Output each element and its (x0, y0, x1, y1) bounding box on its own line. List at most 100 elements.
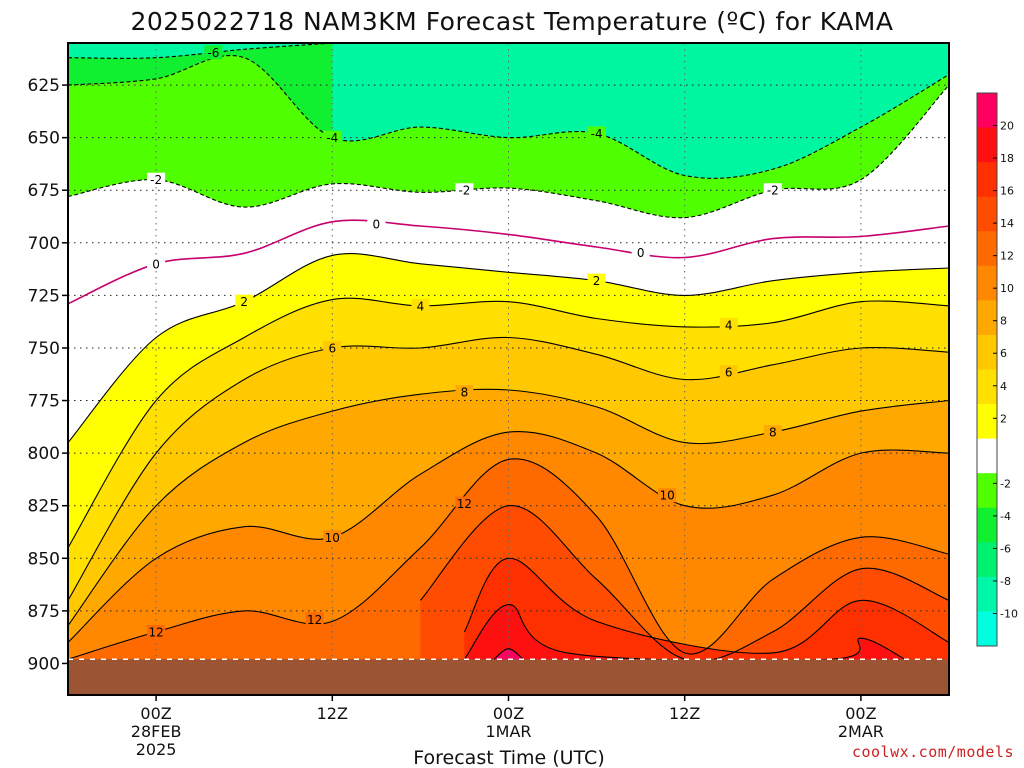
colorbar-tick-label: 8 (1000, 315, 1007, 328)
contour-line--6 (68, 43, 333, 59)
y-tick-label: 875 (28, 602, 60, 622)
colorbar-tick-label: 6 (1000, 347, 1007, 360)
colorbar-tick-label: -10 (1000, 607, 1018, 620)
colorbar-swatch (977, 300, 997, 336)
contour-label: -6 (207, 46, 219, 60)
colorbar-swatch (977, 196, 997, 232)
surface-fill (68, 659, 949, 695)
x-tick-label: 00Z (845, 704, 876, 723)
chart-title: 2025022718 NAM3KM Forecast Temperature (… (131, 7, 894, 36)
plot-area: -6 -4 -4 -2 -2 -2 0 0 0 2 2 4 4 6 6 8 8 12 10 12 12 10 (67, 42, 950, 696)
contour-label: 6 (328, 341, 336, 355)
contour-label-bg (147, 624, 166, 639)
contour-line-20 (493, 648, 524, 660)
y-tick-label: 750 (28, 339, 60, 359)
y-tick-label: 850 (28, 549, 60, 569)
x-axis-label: Forecast Time (UTC) (413, 747, 604, 768)
contour-label: 0 (637, 246, 645, 260)
grid-layer (68, 43, 949, 695)
contour-label-bg (719, 365, 738, 380)
contour-label: 6 (725, 366, 733, 380)
contour-label-bg (411, 298, 430, 313)
colorbar-tick-label: -4 (1000, 510, 1011, 523)
colorbar-swatch (977, 162, 997, 198)
x-tick-label: 12Z (317, 704, 348, 723)
contour-label: 2 (593, 274, 601, 288)
contour-line-2 (68, 253, 949, 443)
contour-label: 0 (373, 217, 381, 231)
contour-label-bg (587, 273, 606, 288)
colorbar-tick-label: 20 (1000, 120, 1014, 133)
credit-text: coolwx.com/models (852, 743, 1014, 761)
colorbar-tick-label: 10 (1000, 282, 1014, 295)
contour-label-bg (367, 216, 386, 231)
contour-label-bg (455, 183, 474, 198)
contour-label-bg (719, 317, 738, 332)
colorbar-tick-label: 12 (1000, 250, 1014, 263)
colorbar-tick-label: -2 (1000, 477, 1011, 490)
contour-label-bg (147, 256, 166, 271)
contour-label: -4 (326, 131, 338, 145)
contour-label: 4 (725, 318, 733, 332)
y-tick-label: 825 (28, 497, 60, 517)
contour-label: 8 (461, 386, 469, 400)
colorbar-tick-label: 18 (1000, 152, 1014, 165)
contour-label-bg (305, 612, 324, 627)
colorbar-tick-label: -8 (1000, 575, 1011, 588)
contour-line-10 (68, 430, 949, 643)
contour-label: 12 (457, 497, 472, 511)
contour-label-bg (323, 340, 342, 355)
x-tick-label: 2MAR (838, 722, 884, 741)
colorbar-swatch (977, 127, 997, 163)
contour-label: -2 (150, 173, 162, 187)
contour-label-bg (323, 530, 342, 545)
surface-layer (68, 658, 949, 695)
contour-label: 4 (417, 299, 425, 313)
y-tick-label: 625 (28, 76, 60, 96)
contour-label: 0 (152, 257, 160, 271)
contour-label-bg (204, 45, 223, 60)
contour-label: 12 (307, 613, 322, 627)
contour-label-bg (631, 245, 650, 260)
x-tick-label: 2025 (136, 740, 177, 759)
contour-label: -4 (591, 127, 603, 141)
contour-line-16 (463, 557, 949, 654)
contour-line-0 (68, 219, 949, 305)
colorbar-tick-label: 2 (1000, 412, 1007, 425)
y-tick-label: 650 (28, 129, 60, 149)
contour-label-bg (763, 183, 782, 198)
y-tick-label: 725 (28, 286, 60, 306)
x-tick-label: 28FEB (131, 722, 182, 741)
colorbar-tick-label: 14 (1000, 217, 1014, 230)
contour-label: 2 (240, 295, 248, 309)
y-tick-label: 900 (28, 654, 60, 674)
colorbar-swatch (977, 334, 997, 370)
y-tick-label: 800 (28, 444, 60, 464)
contour-label-bg (235, 294, 254, 309)
colorbar-tick-label: 16 (1000, 185, 1014, 198)
contour-label-bg (455, 385, 474, 400)
colorbar-swatch (977, 231, 997, 267)
contour-label-bg (455, 496, 474, 511)
colorbar-swatch (977, 438, 997, 474)
contour-label: 10 (659, 489, 674, 503)
x-tick-label: 00Z (493, 704, 524, 723)
colorbar: 20 18 16 14 12 10 8 6 4 2 -2 -4 -6 -8 -10 (976, 92, 1018, 647)
contour-label: 10 (325, 531, 340, 545)
contour-label-bg (658, 488, 677, 503)
colorbar-frame (976, 92, 998, 647)
contour-line-4 (68, 297, 949, 549)
colorbar-swatch (977, 404, 997, 440)
x-tick-label: 12Z (669, 704, 700, 723)
colorbar-swatch (977, 93, 997, 129)
y-tick-label: 675 (28, 181, 60, 201)
contour-line--2 (68, 84, 949, 219)
contour-label-bg (147, 172, 166, 187)
y-tick-label: 700 (28, 234, 60, 254)
contour-label: 12 (148, 625, 163, 639)
x-tick-label: 1MAR (485, 722, 531, 741)
y-tick-label: 775 (28, 392, 60, 412)
contour-line-6 (68, 336, 949, 601)
